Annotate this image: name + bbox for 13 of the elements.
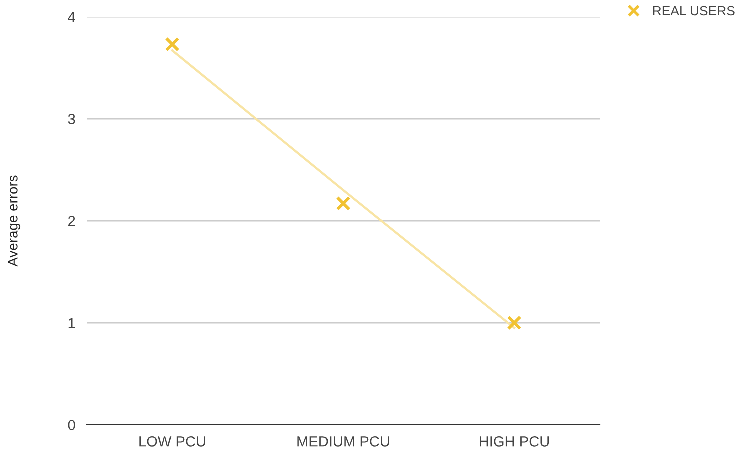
x-tick-label: LOW PCU bbox=[140, 436, 206, 447]
point bbox=[507, 316, 522, 330]
point bbox=[336, 196, 351, 211]
y-tick-label: 2 bbox=[68, 216, 76, 226]
x-tick-label: HIGH PCU bbox=[480, 436, 550, 447]
y-tick-label: 1 bbox=[68, 318, 76, 328]
y-tick-label: 4 bbox=[68, 12, 76, 22]
y-axis-title: Average errors bbox=[8, 176, 21, 267]
legend-label: REAL USERS bbox=[653, 6, 735, 16]
point bbox=[165, 37, 180, 52]
y-tick-label: 0 bbox=[68, 420, 76, 430]
y-tick-label: 3 bbox=[68, 114, 76, 124]
x-tick-label: MEDIUM PCU bbox=[298, 436, 390, 447]
